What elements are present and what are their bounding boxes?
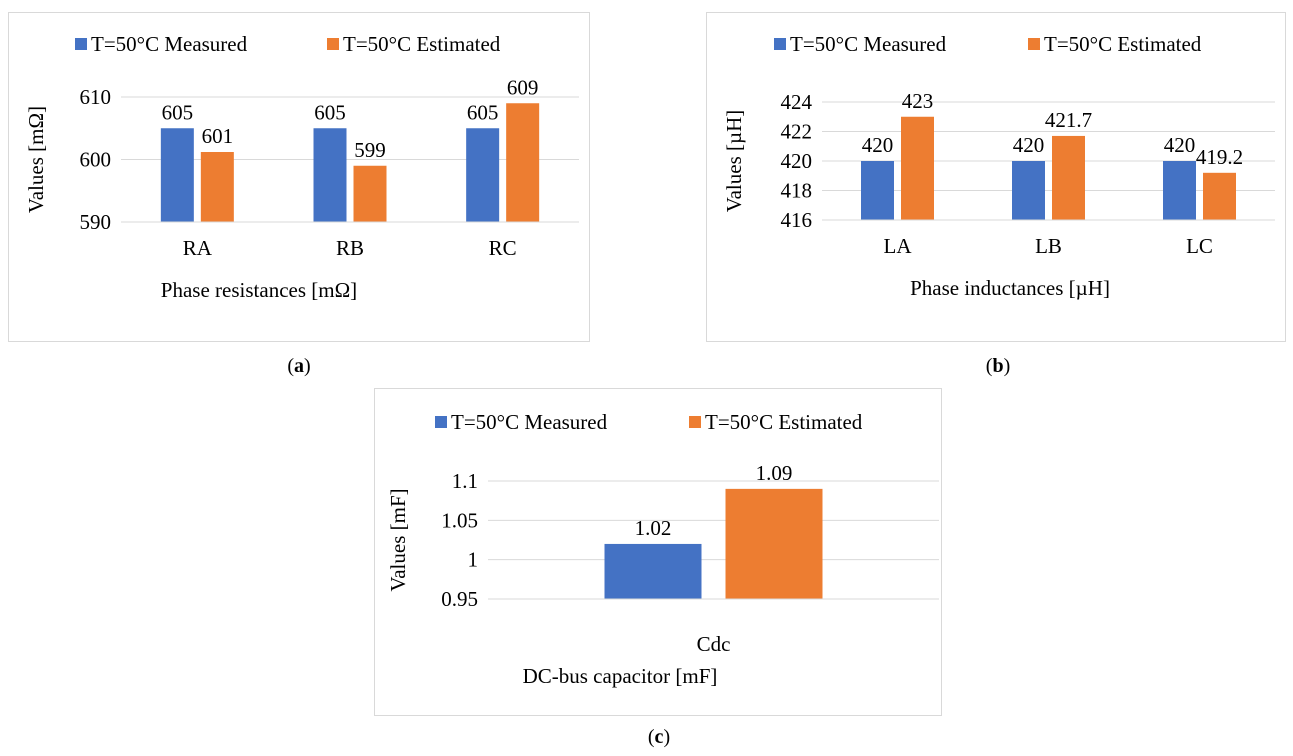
caption-c: (c) bbox=[647, 726, 671, 748]
x-axis-title: Phase resistances [mΩ] bbox=[161, 278, 357, 302]
legend-swatch bbox=[1028, 38, 1040, 50]
category-label: LC bbox=[1186, 234, 1213, 258]
bar-measured bbox=[861, 161, 894, 220]
legend-label: T=50°C Estimated bbox=[705, 410, 863, 434]
bar-measured bbox=[1163, 161, 1196, 220]
data-label: 1.09 bbox=[756, 461, 793, 485]
y-tick-label: 424 bbox=[781, 90, 813, 114]
y-tick-label: 1.1 bbox=[452, 469, 478, 493]
legend-label: T=50°C Estimated bbox=[1044, 32, 1202, 56]
y-axis-title: Values [µH] bbox=[722, 110, 746, 213]
legend-label: T=50°C Estimated bbox=[343, 32, 501, 56]
x-axis-title: DC-bus capacitor [mF] bbox=[523, 664, 718, 688]
legend-swatch bbox=[689, 416, 701, 428]
y-tick-label: 1.05 bbox=[441, 508, 478, 532]
caption-b: (b) bbox=[985, 355, 1011, 377]
data-label: 609 bbox=[507, 75, 539, 99]
bar-measured bbox=[313, 128, 347, 222]
data-label: 420 bbox=[1164, 133, 1196, 157]
category-label: RC bbox=[489, 236, 517, 260]
bar-estimated bbox=[901, 116, 934, 220]
y-axis-title: Values [mΩ] bbox=[24, 106, 48, 213]
data-label: 1.02 bbox=[635, 516, 672, 540]
data-label: 601 bbox=[202, 124, 234, 148]
x-axis-title: Phase inductances [µH] bbox=[910, 276, 1110, 300]
data-label: 420 bbox=[1013, 133, 1045, 157]
data-label: 420 bbox=[862, 133, 894, 157]
y-axis-title: Values [mF] bbox=[386, 488, 410, 591]
chart-panel-b: 416 418 420 422 424 420 423 LA 420 421.7 LB 420 419.… bbox=[706, 12, 1286, 342]
bar-estimated bbox=[353, 165, 387, 222]
legend-swatch bbox=[435, 416, 447, 428]
y-tick-label: 590 bbox=[80, 210, 112, 234]
bar-measured bbox=[466, 128, 500, 222]
category-label: LB bbox=[1035, 234, 1062, 258]
y-tick-label: 610 bbox=[80, 85, 112, 109]
data-label: 605 bbox=[467, 100, 499, 124]
legend-swatch bbox=[327, 38, 339, 50]
y-tick-label: 418 bbox=[781, 179, 813, 203]
bar-estimated bbox=[200, 152, 234, 222]
data-label: 423 bbox=[902, 89, 934, 113]
legend-label: T=50°C Measured bbox=[790, 32, 947, 56]
legend-swatch bbox=[75, 38, 87, 50]
bar-measured bbox=[1012, 161, 1045, 220]
y-tick-label: 420 bbox=[781, 149, 813, 173]
category-label: RA bbox=[183, 236, 213, 260]
bar-measured bbox=[160, 128, 194, 222]
data-label: 605 bbox=[314, 100, 346, 124]
legend-label: T=50°C Measured bbox=[91, 32, 248, 56]
bar-estimated bbox=[1052, 135, 1085, 220]
category-label: RB bbox=[336, 236, 364, 260]
bar-estimated bbox=[1203, 172, 1236, 220]
data-label: 421.7 bbox=[1045, 108, 1092, 132]
data-label: 605 bbox=[162, 100, 194, 124]
bar-measured bbox=[604, 543, 702, 599]
chart-panel-a: 590 600 610 605 601 RA 605 599 RB 605 609 RC T=50°C … bbox=[8, 12, 590, 342]
caption-a: (a) bbox=[287, 355, 311, 377]
category-label: Cdc bbox=[697, 632, 731, 656]
y-tick-label: 600 bbox=[80, 148, 112, 172]
bar-estimated bbox=[725, 488, 823, 599]
data-label: 419.2 bbox=[1196, 145, 1243, 169]
category-label: LA bbox=[884, 234, 913, 258]
legend-swatch bbox=[774, 38, 786, 50]
chart-a-svg: 590 600 610 605 601 RA 605 599 RB 605 609 RC T=50°C … bbox=[24, 32, 579, 302]
legend-label: T=50°C Measured bbox=[451, 410, 608, 434]
y-tick-label: 0.95 bbox=[441, 587, 478, 611]
chart-panel-c: 0.95 1 1.05 1.1 1.02 1.09 Cdc T=50°C Measured T=… bbox=[374, 388, 942, 716]
y-tick-label: 1 bbox=[468, 548, 479, 572]
y-tick-label: 416 bbox=[781, 208, 813, 232]
y-tick-label: 422 bbox=[781, 120, 813, 144]
bar-estimated bbox=[506, 103, 540, 222]
data-label: 599 bbox=[354, 138, 386, 162]
chart-c-svg: 0.95 1 1.05 1.1 1.02 1.09 Cdc T=50°C Measured T=… bbox=[386, 410, 939, 688]
